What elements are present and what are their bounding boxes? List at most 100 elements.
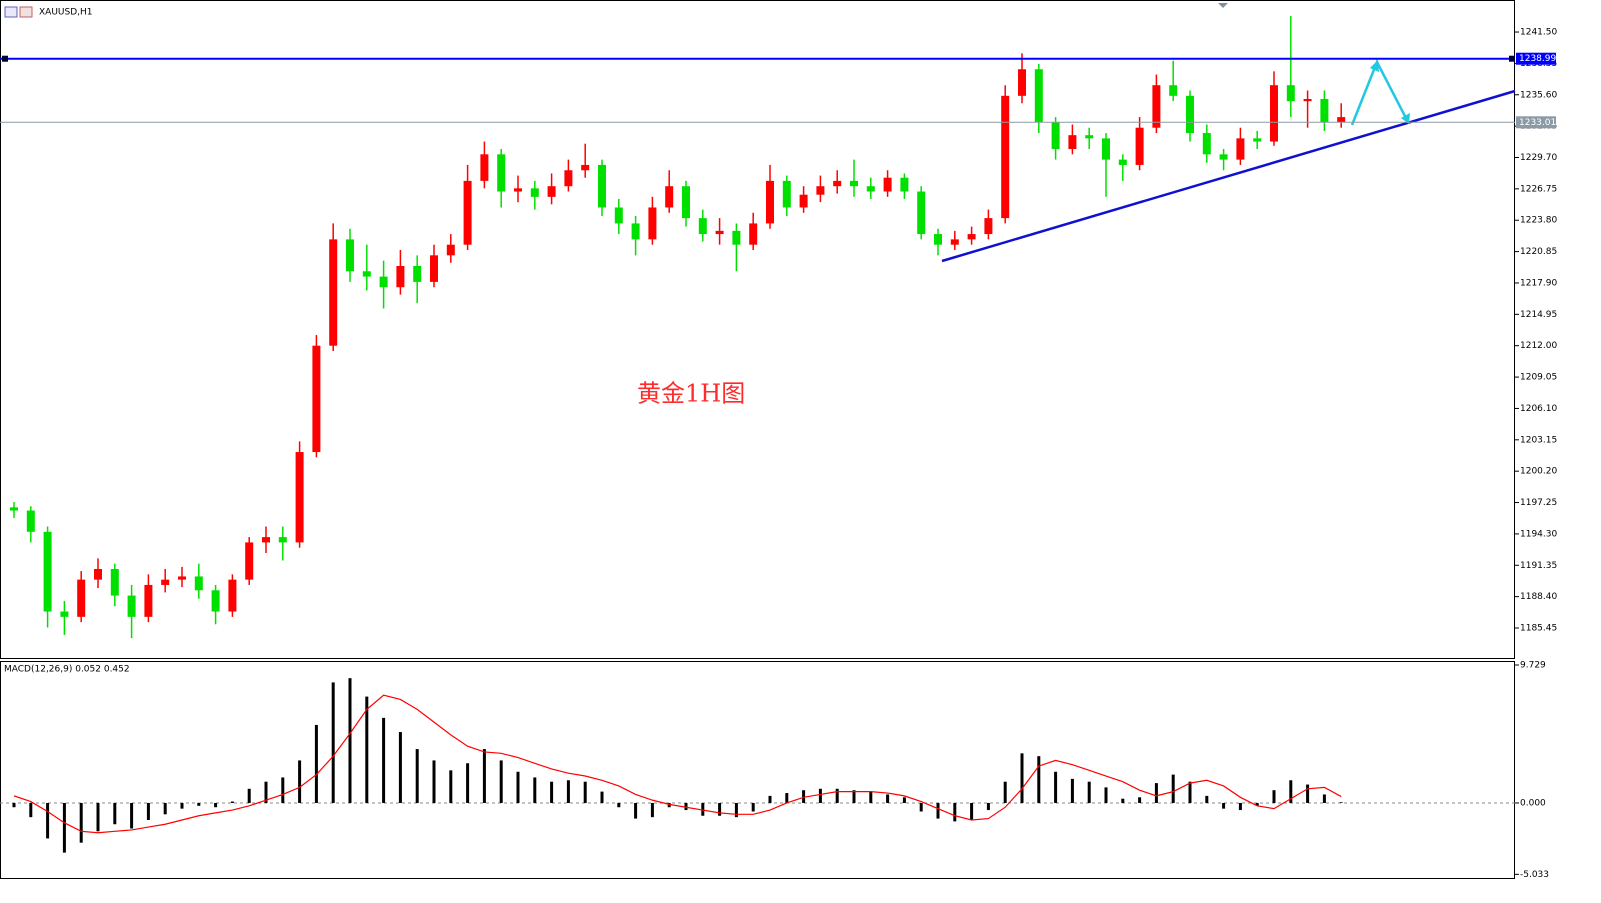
macd-bar [936,802,940,819]
macd-bar [869,791,873,803]
y-tick-label: 1217.90 [1520,278,1557,288]
candle-body [245,542,254,580]
macd-bar [1255,802,1259,806]
macd-bar [96,802,100,832]
macd-bar [466,763,470,803]
macd-bar [1171,774,1175,803]
candle-body [463,180,472,245]
signal-line [13,694,1342,834]
macd-bar [482,749,486,803]
macd-bar [566,780,570,803]
marker [1218,3,1228,8]
candle-body [329,239,338,346]
macd-bar [1188,781,1192,803]
price-box-label: 1238.99 [1519,54,1556,64]
macd-bar [1087,781,1091,803]
candle-body [883,177,892,192]
candle-body [1135,127,1144,165]
macd-bar [1003,781,1007,803]
price-box [1516,116,1556,129]
candle-body [514,188,522,192]
candle-body [1337,117,1346,123]
level-handle [2,55,8,62]
macd-bar [180,802,184,809]
candle-body [43,531,52,612]
macd-bar [516,771,520,803]
y-tick-label: 1220.85 [1520,247,1557,257]
candle-body [346,239,354,272]
macd-bar [314,724,318,803]
candle-body [833,180,842,187]
macd-bar [802,790,806,803]
macd-bar [1289,780,1293,803]
macd-bar [382,717,386,803]
candle-body [1118,159,1127,165]
candle-body [413,265,422,282]
macd-bar [499,760,503,803]
arrow-head [1401,113,1410,124]
macd-bar [1104,787,1108,803]
y-tick-label: 1214.95 [1520,310,1557,320]
macd-bar [970,802,974,820]
y-tick-label: 1209.05 [1520,373,1557,383]
candle-body [850,180,858,187]
macd-bar [331,682,335,803]
candle-body [278,537,287,543]
macd-bar [1121,798,1125,803]
candle-body [799,194,808,208]
candle-body [430,255,438,282]
candle-body [766,180,774,224]
candle-body [161,579,170,585]
macd-bar [734,802,738,818]
candle-body [698,218,707,235]
candle-body [614,207,623,224]
annotation: 黄金1H图 [637,380,745,408]
candle-body [1034,69,1043,123]
y-tick-label: 1191.35 [1520,561,1557,571]
candle-body [934,234,942,245]
macd-bar [634,802,638,819]
candle-body [144,584,153,617]
candle-body [396,265,405,288]
arrow-head [1370,60,1379,72]
macd-bar [398,732,402,803]
chart-title: XAUUSD,H1 [39,8,93,18]
candle-body [1068,135,1077,149]
candle-body [194,576,203,591]
y-tick-label: 1188.40 [1520,592,1557,602]
macd-bar [348,678,352,803]
macd-bar [1054,771,1058,803]
price-box [1516,52,1556,65]
macd-bar [29,802,33,818]
candle-body [1270,85,1278,142]
macd-bar [1020,753,1024,803]
candle-body [362,271,371,277]
macd-bar [550,781,554,803]
candle-body [211,590,220,612]
macd-bar [1322,794,1326,803]
macd-bar [919,802,923,812]
candle-body [598,164,606,208]
candle-body [1236,138,1245,160]
macd-bar [130,802,134,829]
candle-body [665,186,674,208]
candle-body [564,170,573,187]
macd-bar [146,802,150,820]
candle-body [1253,138,1262,142]
macd-bar [1306,784,1310,803]
macd-bar [600,791,604,803]
macd-bar [583,781,587,803]
candle-body [782,180,791,208]
candle-body [715,230,724,235]
candle-body [94,569,102,580]
macd-bar [953,802,957,822]
macd-bar [298,760,302,803]
macd-bar [617,802,621,808]
candle-body [480,154,489,181]
level-handle [1509,55,1515,62]
macd-bar [197,802,201,806]
candle-body [1202,133,1211,155]
candle-body [228,579,237,612]
